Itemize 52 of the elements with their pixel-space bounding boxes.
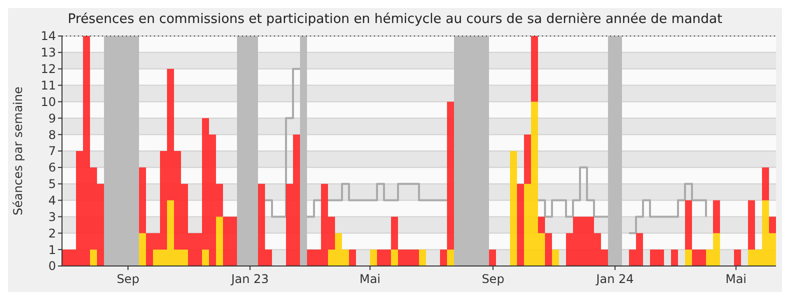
bar bbox=[552, 250, 559, 266]
bar bbox=[440, 250, 447, 266]
bar bbox=[531, 36, 538, 102]
bar bbox=[216, 216, 223, 266]
bar bbox=[489, 250, 496, 266]
y-tick-label: 5 bbox=[48, 177, 56, 192]
bar bbox=[370, 250, 377, 266]
bar bbox=[349, 250, 356, 266]
y-tick-label: 7 bbox=[48, 144, 56, 158]
bar bbox=[447, 250, 454, 266]
y-tick-label: 3 bbox=[48, 210, 56, 224]
bar bbox=[762, 167, 769, 200]
bar bbox=[139, 167, 146, 234]
y-tick-label: 9 bbox=[48, 111, 56, 126]
bar bbox=[90, 250, 97, 266]
y-tick-label: 6 bbox=[48, 160, 56, 175]
bar bbox=[734, 250, 741, 266]
bar bbox=[419, 250, 426, 266]
y-tick-label: 0 bbox=[48, 259, 56, 274]
bar bbox=[510, 151, 517, 266]
y-tick-label: 8 bbox=[48, 128, 56, 142]
bar bbox=[447, 102, 454, 250]
bar bbox=[671, 250, 678, 266]
y-axis-title: Séances par semaine bbox=[11, 86, 25, 216]
bar bbox=[517, 184, 524, 266]
chart-title: Présences en commissions et participation en hémicycle au cours de sa dernière année de mandat bbox=[68, 12, 722, 27]
x-tick-label: Sep bbox=[482, 272, 504, 286]
y-tick-label: 10 bbox=[40, 94, 56, 109]
x-tick-label: Jan 23 bbox=[230, 272, 269, 286]
bar bbox=[139, 233, 146, 266]
y-tick-label: 11 bbox=[40, 78, 56, 92]
x-tick-label: Jan 24 bbox=[595, 272, 634, 286]
bar bbox=[769, 216, 776, 234]
y-tick-label: 12 bbox=[40, 62, 56, 76]
bar bbox=[748, 200, 755, 250]
bar bbox=[524, 134, 531, 184]
bar bbox=[391, 216, 398, 250]
bar bbox=[713, 200, 720, 234]
bar bbox=[538, 216, 545, 234]
bar bbox=[685, 200, 692, 250]
x-tick-label: Mai bbox=[359, 272, 381, 286]
x-tick-label: Mai bbox=[725, 272, 747, 286]
y-tick-label: 13 bbox=[40, 46, 56, 60]
y-tick-label: 14 bbox=[40, 29, 56, 44]
bar bbox=[391, 250, 398, 266]
bar bbox=[545, 233, 552, 266]
bar bbox=[202, 250, 209, 266]
y-tick-label: 4 bbox=[48, 193, 56, 208]
y-tick-label: 1 bbox=[48, 242, 56, 257]
y-tick-label: 2 bbox=[48, 226, 56, 240]
x-tick-label: Sep bbox=[116, 272, 140, 286]
bar bbox=[685, 250, 692, 266]
